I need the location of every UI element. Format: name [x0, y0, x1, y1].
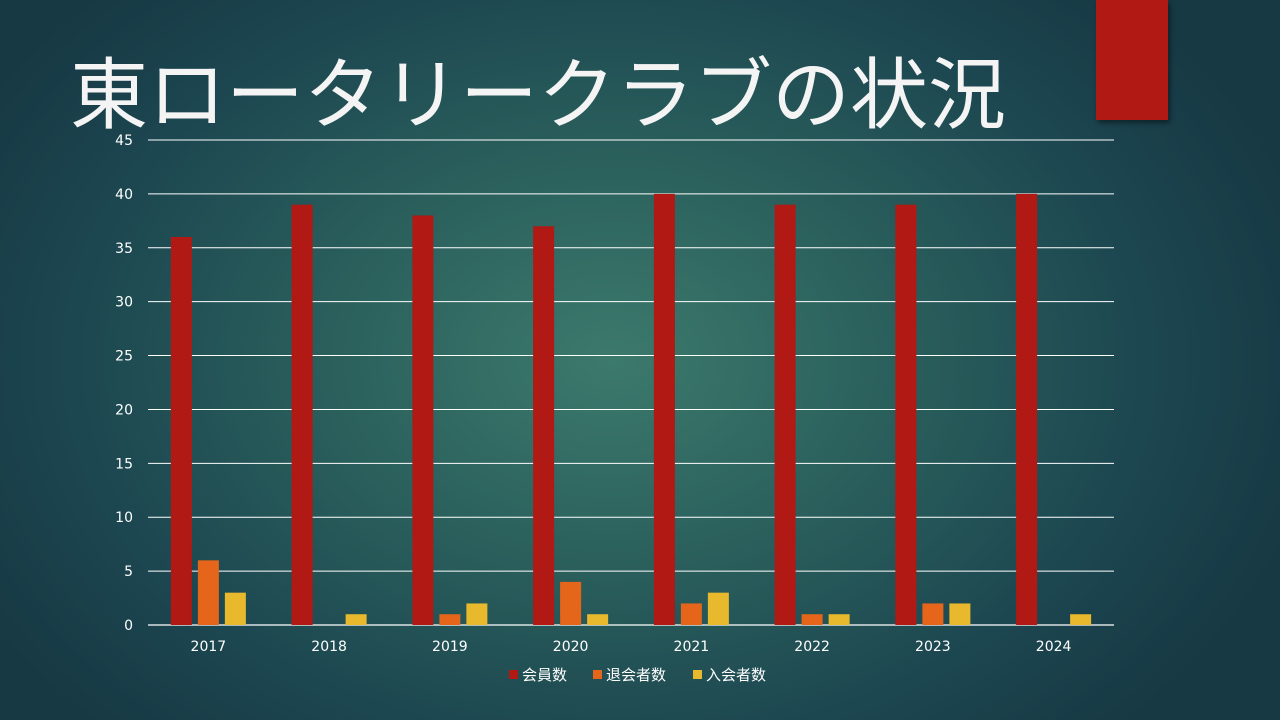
bar-2-2022 — [801, 614, 823, 625]
legend-label: 会員数 — [522, 666, 567, 684]
bar-2-2019 — [439, 614, 461, 625]
bar-1-2022 — [774, 204, 796, 625]
bar-1-2023 — [895, 204, 917, 625]
bar-1-2021 — [653, 193, 675, 625]
y-tick-label: 5 — [124, 564, 133, 580]
bar-3-2018 — [345, 614, 367, 625]
bar-1-2019 — [412, 215, 434, 625]
bar-2-2023 — [922, 603, 944, 625]
legend: 会員数 退会者数 入会者数 — [509, 666, 766, 684]
y-axis-tick-labels: 0 5 10 15 20 25 30 35 40 45 — [115, 133, 133, 634]
bar-3-2017 — [224, 592, 246, 625]
x-tick-label: 2023 — [915, 639, 951, 655]
legend-swatch — [593, 670, 602, 679]
accent-block — [1096, 0, 1168, 120]
y-tick-label: 40 — [115, 187, 133, 203]
x-tick-label: 2018 — [311, 639, 347, 655]
bar-3-2024 — [1070, 614, 1092, 625]
bar-1-2020 — [533, 226, 555, 625]
bar-3-2019 — [466, 603, 488, 625]
y-tick-label: 10 — [115, 510, 133, 526]
legend-label: 入会者数 — [706, 666, 766, 684]
legend-swatch — [509, 670, 518, 679]
bar-3-2022 — [828, 614, 850, 625]
x-tick-label: 2017 — [191, 639, 227, 655]
bar-2-2017 — [197, 560, 219, 625]
bar-2-2020 — [560, 581, 582, 625]
x-tick-label: 2019 — [432, 639, 468, 655]
bar-1-2024 — [1016, 193, 1038, 625]
y-tick-label: 30 — [115, 295, 133, 311]
bar-3-2021 — [707, 592, 729, 625]
y-tick-label: 15 — [115, 456, 133, 472]
x-tick-label: 2021 — [674, 639, 710, 655]
bar-3-2023 — [949, 603, 971, 625]
x-tick-label: 2020 — [553, 639, 589, 655]
y-tick-label: 25 — [115, 349, 133, 365]
y-tick-label: 20 — [115, 402, 133, 418]
bar-3-2020 — [587, 614, 609, 625]
legend-label: 退会者数 — [606, 666, 666, 684]
legend-swatch — [693, 670, 702, 679]
bars — [170, 193, 1092, 625]
bar-1-2018 — [291, 204, 313, 625]
y-tick-label: 0 — [124, 618, 133, 634]
x-tick-label: 2024 — [1036, 639, 1072, 655]
x-axis-tick-labels: 2017 2018 2019 2020 2021 2022 2023 2024 — [191, 639, 1072, 655]
y-tick-label: 45 — [115, 133, 133, 149]
bar-2-2021 — [680, 603, 702, 625]
slide-title: 東ロータリークラブの状況 — [70, 51, 1007, 141]
y-tick-label: 35 — [115, 241, 133, 257]
bar-1-2017 — [170, 237, 192, 625]
x-tick-label: 2022 — [794, 639, 830, 655]
